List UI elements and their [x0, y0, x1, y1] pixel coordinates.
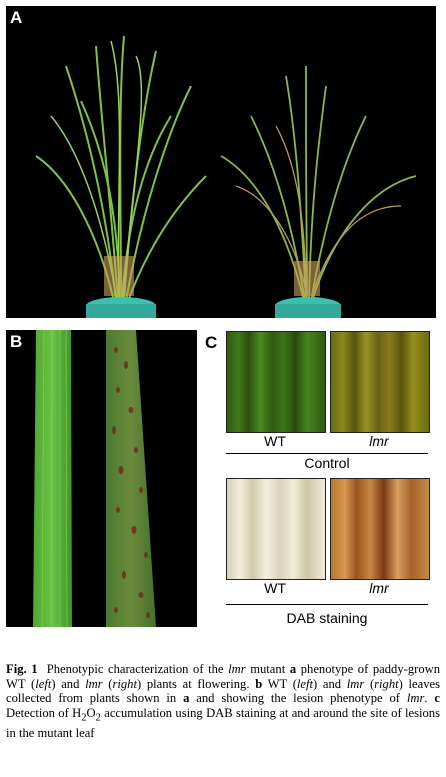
caption-italic: lmr: [85, 676, 103, 691]
caption-italic: right: [374, 676, 399, 691]
caption-italic: lmr: [346, 676, 365, 691]
caption-panel-ref: c: [434, 691, 441, 706]
caption-text: ) plants at flowering.: [136, 676, 250, 691]
caption-text: O: [86, 705, 96, 720]
caption-text: Detection of H: [6, 705, 82, 720]
plants-image: [35, 35, 417, 318]
caption-fig-number: Fig. 1: [6, 662, 38, 676]
caption-italic: right: [112, 676, 137, 691]
dab-group-label: DAB staining: [286, 610, 368, 626]
caption-text: Phenotypic characterization of the: [46, 662, 224, 676]
panel-b-letter: B: [10, 332, 23, 351]
leaves-image: [33, 329, 156, 628]
control-wt-image: [226, 331, 326, 433]
dab-rule: [226, 604, 428, 605]
caption-subscript: 2: [95, 712, 101, 724]
caption-italic: left: [35, 676, 52, 691]
caption-italic: lmr: [228, 662, 246, 676]
caption-text: mutant: [250, 662, 286, 676]
caption-text: and showing the lesion phenotype of: [196, 691, 400, 706]
caption-text: ) leaves collected from plants shown in: [6, 676, 440, 706]
caption-italic: lmr: [406, 691, 425, 706]
panel-a-photo: A: [6, 6, 436, 318]
control-lmr-label: lmr: [369, 433, 389, 449]
figure-caption: Fig. 1 Phenotypic characterization of th…: [6, 662, 440, 740]
caption-panel-ref: b: [255, 676, 263, 691]
caption-subscript: 2: [81, 712, 87, 724]
dab-wt-label: WT: [264, 580, 286, 596]
dab-lmr-label: lmr: [369, 580, 389, 596]
caption-panel-ref: a: [183, 691, 190, 706]
caption-text: .: [424, 691, 428, 706]
caption-text: WT (: [267, 676, 297, 691]
control-wt-label: WT: [264, 433, 286, 449]
dab-wt-image: [226, 478, 326, 580]
caption-text: phenotype of paddy-grown WT (: [6, 662, 441, 691]
dab-lmr-image: [330, 478, 430, 580]
control-group-label: Control: [304, 455, 350, 471]
caption-text: accumulation using DAB staining at and a…: [6, 705, 440, 740]
control-rule: [226, 453, 428, 454]
panel-b-photo: B: [6, 329, 197, 628]
caption-text: ) and: [313, 676, 342, 691]
panel-c-letter: C: [205, 333, 218, 352]
caption-text: (: [108, 676, 113, 691]
caption-text: (: [369, 676, 375, 691]
caption-panel-ref: a: [289, 662, 297, 676]
caption-text: ) and: [51, 676, 80, 691]
caption-italic: left: [296, 676, 313, 691]
panel-a-letter: A: [10, 8, 23, 27]
control-lmr-image: [330, 331, 430, 433]
